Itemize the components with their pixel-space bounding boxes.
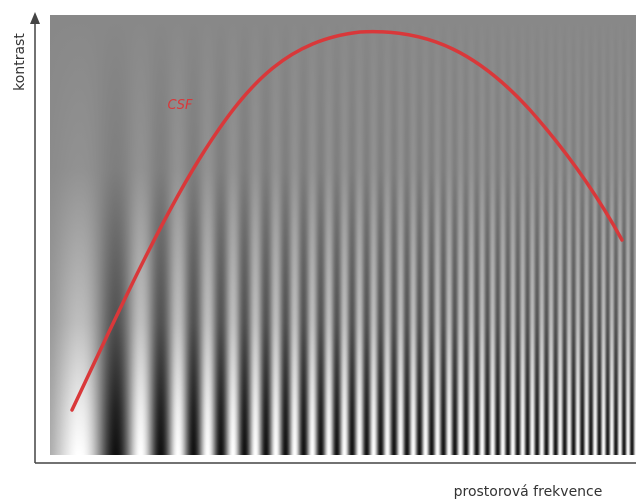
curve-label: CSF — [167, 98, 193, 113]
y-arrow — [30, 12, 40, 24]
x-label: prostorová frekvence — [454, 484, 603, 500]
csf-curve — [70, 29, 624, 412]
y-label: kontrast — [12, 33, 28, 91]
contrast-fade — [50, 15, 636, 455]
